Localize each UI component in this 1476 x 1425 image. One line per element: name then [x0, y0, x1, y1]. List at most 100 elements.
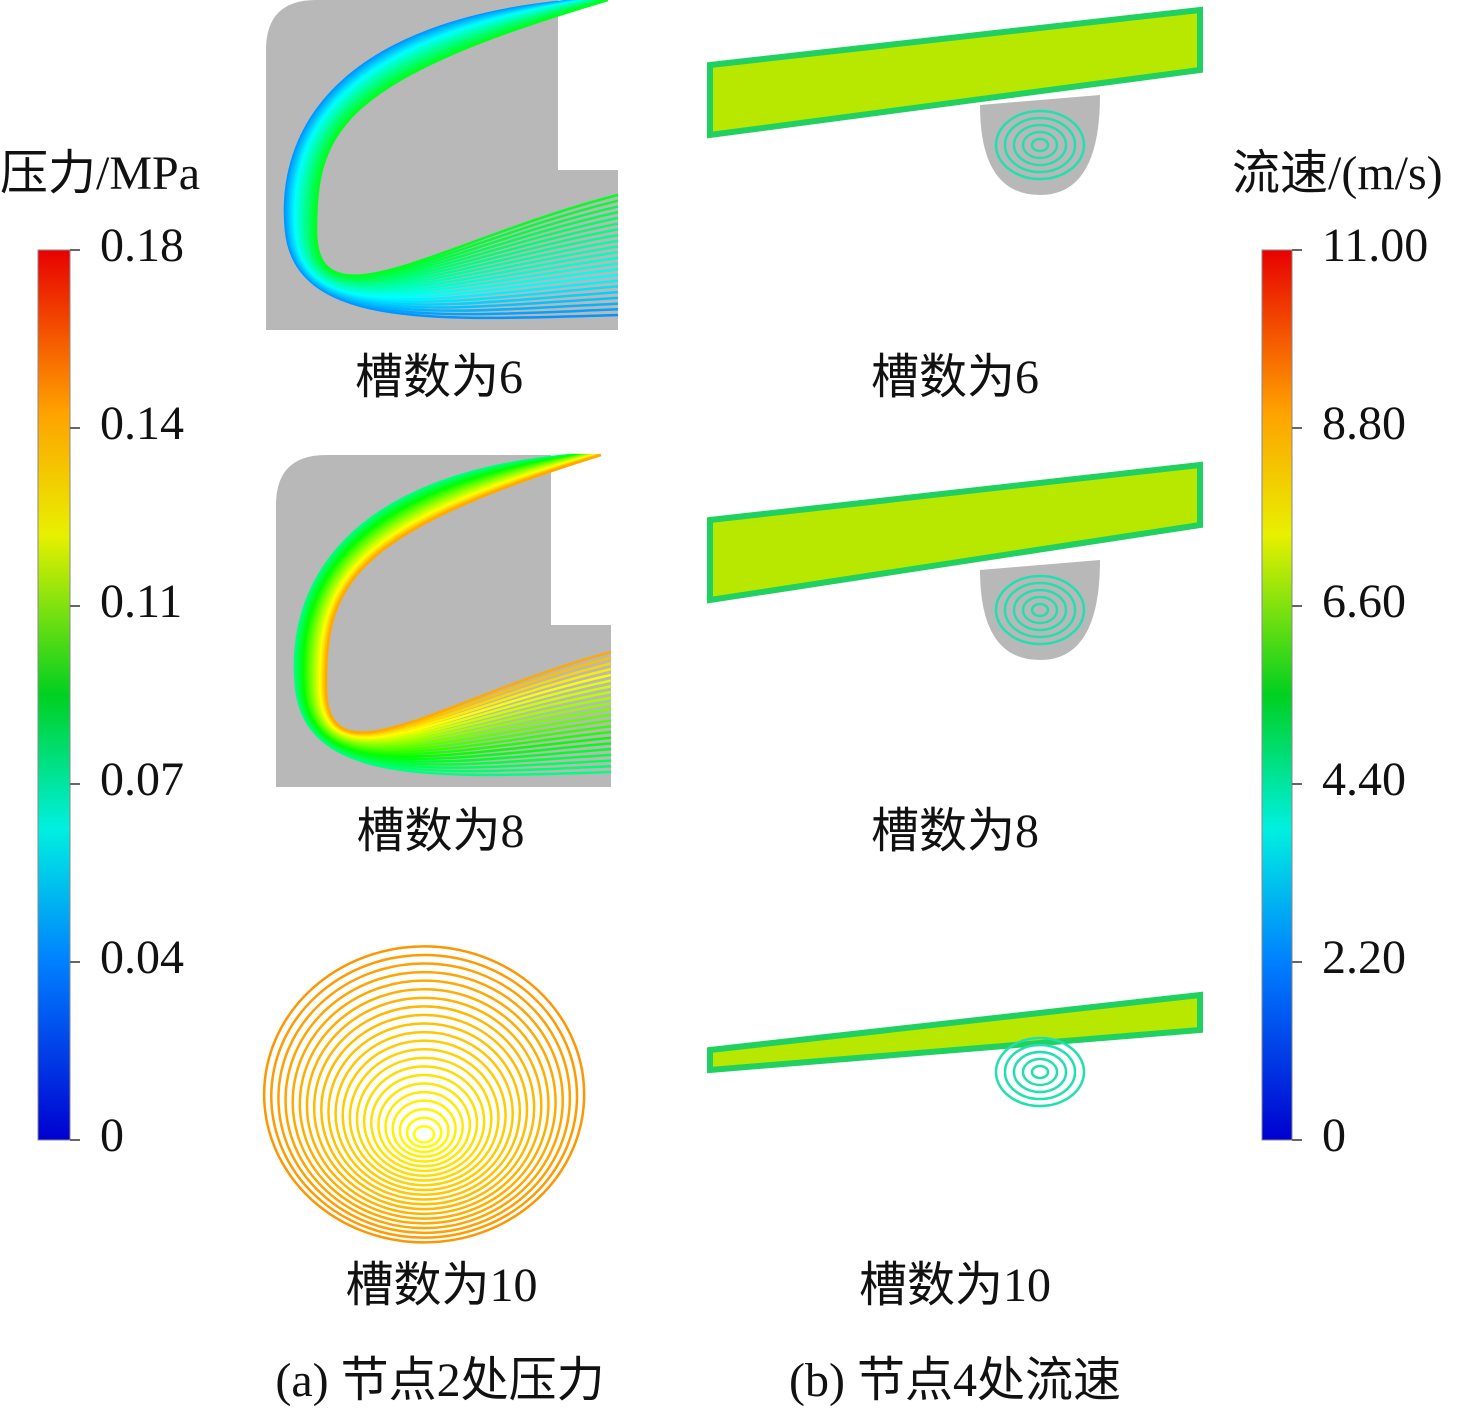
streamline: [288, 0, 619, 309]
tick-label: 0.04: [100, 931, 184, 984]
streamline: [294, 0, 619, 299]
vortex: [1012, 123, 1068, 167]
streamline: [304, 453, 612, 756]
streamline: [302, 453, 612, 758]
streamline: [313, 453, 612, 744]
streamline: [324, 453, 612, 734]
streamline: [327, 1022, 522, 1201]
streamline: [321, 453, 612, 736]
streamline: [308, 453, 612, 750]
pipe-flow: [707, 991, 1203, 1074]
streamline: [320, 453, 612, 737]
tick-label: 0.18: [100, 219, 184, 272]
vortex: [1030, 137, 1050, 153]
streamline: [277, 962, 572, 1235]
streamline: [303, 0, 619, 288]
panel-label: 槽数为8: [356, 805, 524, 858]
streamline: [298, 988, 550, 1220]
streamline: [317, 453, 612, 740]
streamline: [291, 0, 619, 304]
tick-label: 8.80: [1322, 397, 1406, 450]
panel-label: 槽数为6: [871, 351, 1039, 404]
tick-label: 6.60: [1322, 575, 1406, 628]
streamline: [362, 1065, 486, 1177]
streamline: [405, 1116, 443, 1149]
pipe-flow: [707, 461, 1203, 604]
streamline: [384, 1090, 464, 1163]
streamline: [304, 0, 619, 286]
streamline: [311, 0, 619, 280]
tick-label: 11.00: [1322, 219, 1428, 272]
streamline: [305, 453, 612, 753]
streamline: [398, 1108, 450, 1154]
streamline: [334, 1030, 514, 1197]
streamline: [298, 0, 619, 293]
vortex: [1003, 116, 1077, 174]
streamline: [307, 453, 612, 751]
streamline: [314, 453, 612, 743]
streamline: [318, 453, 612, 739]
streamline: [341, 1039, 507, 1192]
tick-label: 0: [100, 1109, 124, 1162]
streamline: [320, 1013, 529, 1206]
velocity-colorbar: [1261, 249, 1293, 1141]
streamline: [291, 979, 557, 1225]
tick-label: 4.40: [1322, 753, 1406, 806]
streamline: [377, 1082, 472, 1168]
panels: 槽数为6 槽数为8 槽数为10 槽数为6 槽数为8 槽数为10 (a) 节点2处压力 (b) …: [262, 0, 1203, 1407]
vortex: [994, 109, 1086, 181]
vortex: [994, 1036, 1086, 1108]
streamline: [312, 1005, 536, 1211]
streamline: [412, 1125, 436, 1144]
streamline: [286, 0, 619, 312]
streamline: [314, 0, 619, 277]
streamline: [298, 453, 612, 766]
streamline: [301, 453, 612, 761]
pipe-flow: [707, 6, 1203, 139]
vortex: [1003, 1043, 1077, 1101]
streamline: [292, 0, 619, 301]
tick-label: 0.14: [100, 397, 184, 450]
streamline: [370, 1073, 479, 1173]
streamline: [289, 0, 619, 306]
vortex: [1021, 595, 1059, 625]
tick-label: 0: [1322, 1109, 1346, 1162]
streamline: [313, 0, 619, 278]
colorbar-title: 流速/(m/s): [1232, 147, 1443, 200]
streamline: [310, 0, 619, 281]
vortex: [1012, 588, 1068, 632]
streamline: [301, 0, 619, 289]
streamline: [293, 453, 612, 777]
streamline: [305, 996, 543, 1216]
tick-label: 2.20: [1322, 931, 1406, 984]
streamline: [296, 453, 612, 769]
streamline: [355, 1056, 493, 1182]
panel-label: 槽数为10: [345, 1259, 537, 1312]
streamline: [311, 453, 612, 746]
streamline: [308, 0, 619, 282]
streamline: [307, 0, 619, 283]
streamline: [391, 1099, 457, 1158]
pressure-colorbar: [37, 249, 71, 1141]
column-caption: (b) 节点4处流速: [789, 1354, 1121, 1407]
streamline: [297, 0, 619, 295]
streamline: [299, 453, 612, 763]
vortex: [1030, 602, 1050, 618]
streamline: [295, 0, 619, 297]
panel-label: 槽数为8: [871, 805, 1039, 858]
streamline: [316, 453, 612, 741]
streamline: [283, 0, 619, 320]
vortex: [1003, 581, 1077, 639]
streamline: [285, 0, 619, 316]
vortex: [1030, 1064, 1050, 1080]
panel-label: 槽数为6: [355, 351, 523, 404]
streamline: [306, 0, 619, 285]
streamline: [300, 0, 619, 291]
vortex: [1012, 1050, 1068, 1094]
streamline: [284, 970, 564, 1230]
streamline: [323, 453, 612, 735]
streamline: [310, 453, 612, 748]
streamline: [270, 953, 579, 1239]
column-caption: (a) 节点2处压力: [275, 1354, 604, 1407]
